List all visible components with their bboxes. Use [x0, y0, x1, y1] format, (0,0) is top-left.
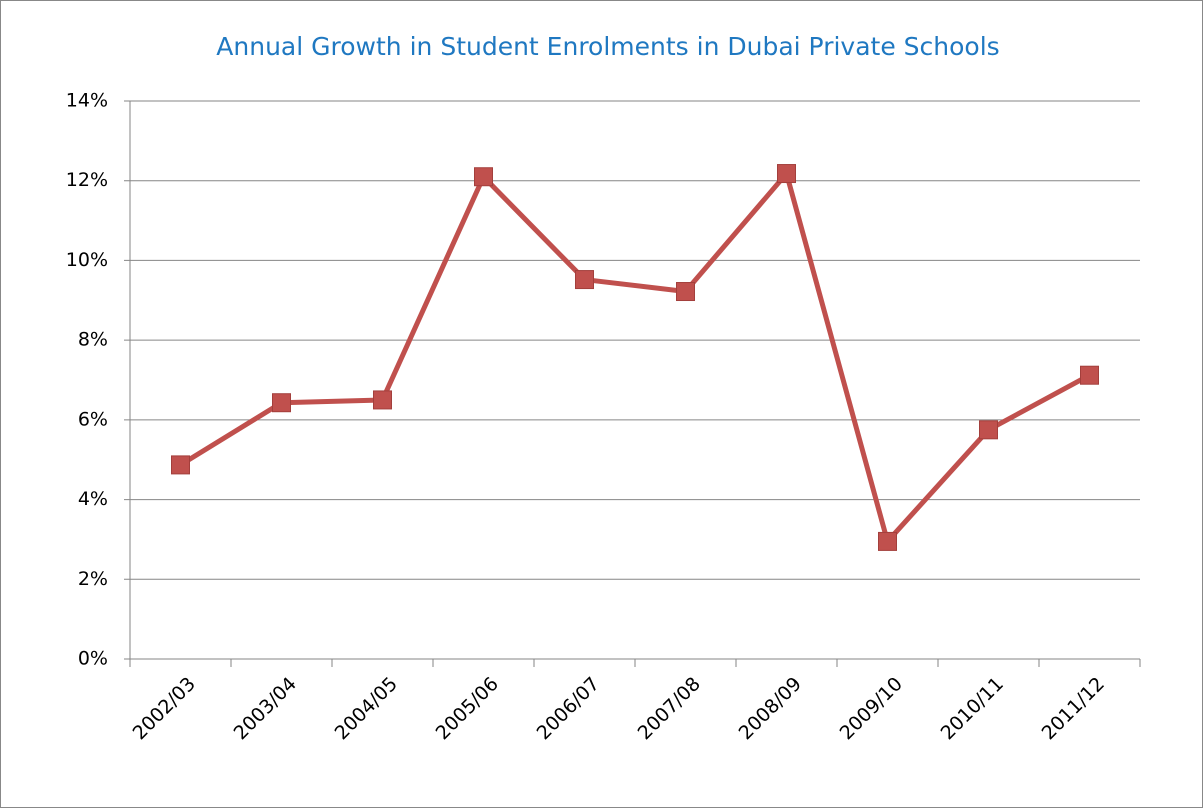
marker [878, 531, 897, 551]
marker [373, 390, 392, 410]
marker [1080, 365, 1099, 385]
y-tick-label: 6% [78, 408, 108, 430]
y-tick-label: 4% [78, 488, 108, 510]
marker [676, 282, 695, 302]
marker [474, 167, 493, 187]
marker [575, 270, 594, 290]
y-tick-label: 8% [78, 329, 108, 351]
y-tick-label: 14% [66, 90, 108, 112]
y-tick-label: 12% [66, 169, 108, 191]
y-tick-label: 0% [78, 648, 108, 670]
marker [171, 455, 190, 475]
marker [979, 420, 998, 440]
line [179, 171, 1091, 544]
y-tick-label: 2% [78, 568, 108, 590]
marker [777, 164, 796, 184]
marker [272, 393, 291, 413]
y-tick-label: 10% [66, 249, 108, 271]
chart-title: Annual Growth in Student Enrolments in D… [216, 32, 999, 61]
